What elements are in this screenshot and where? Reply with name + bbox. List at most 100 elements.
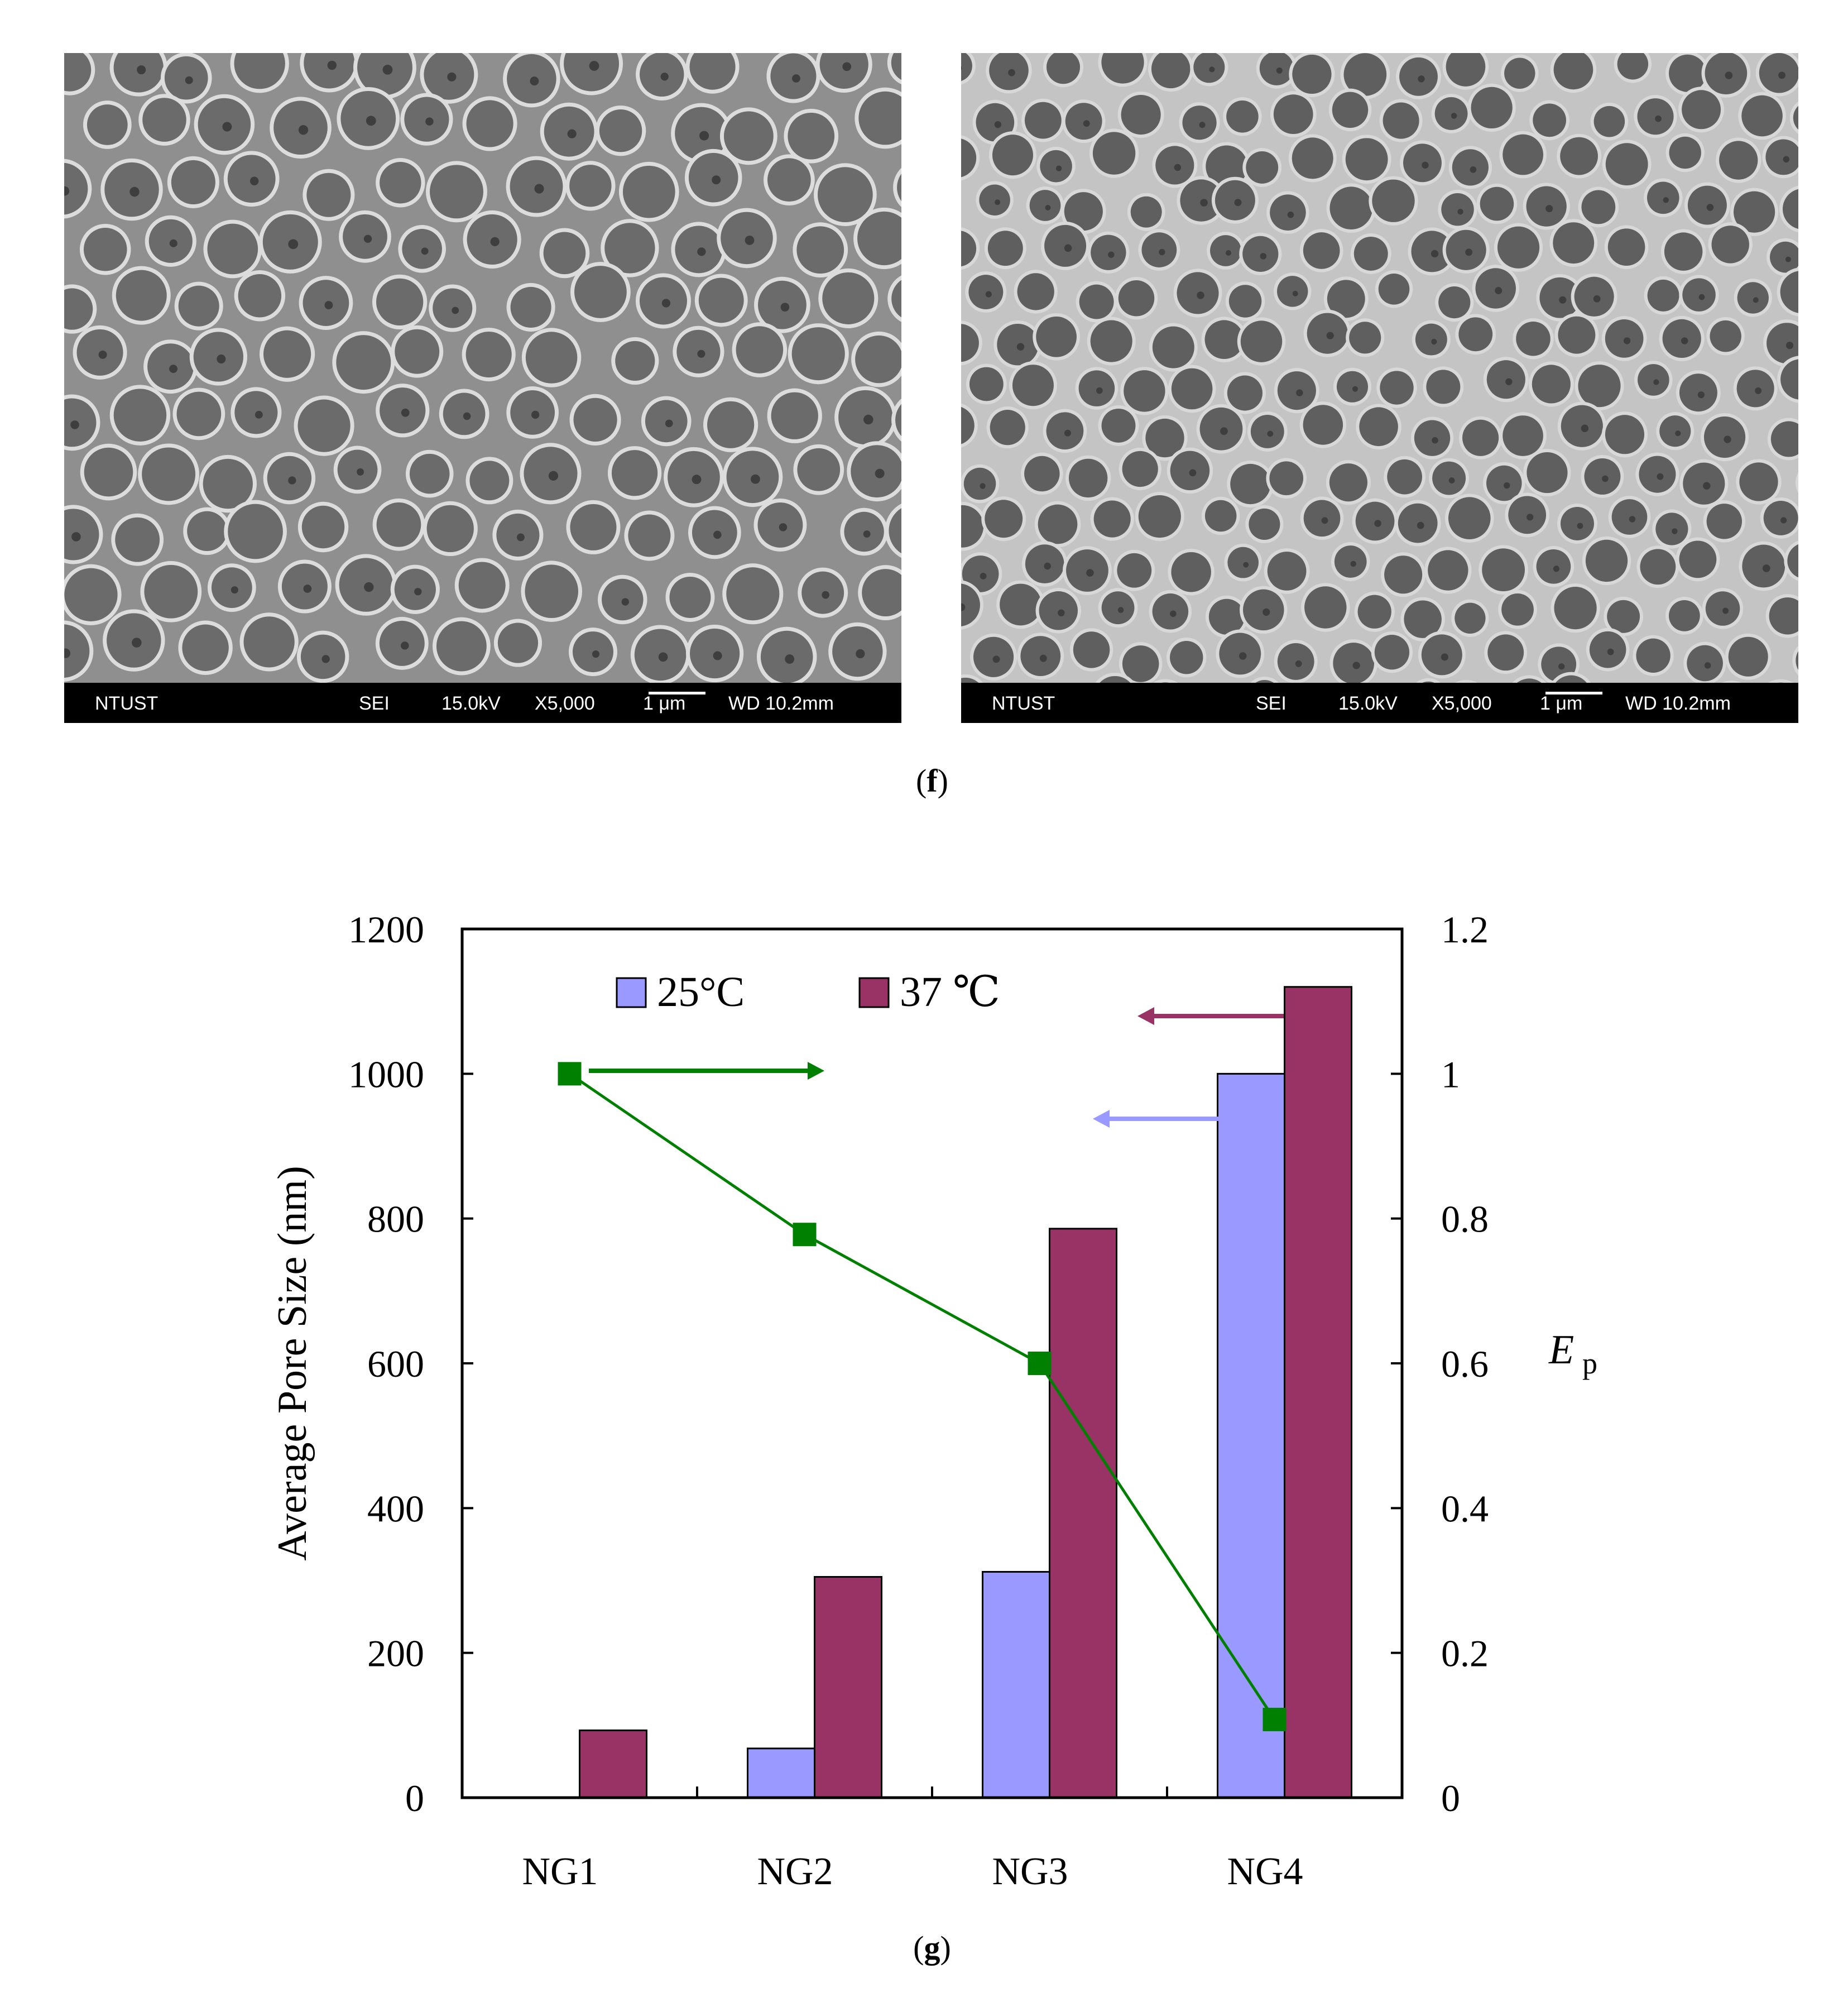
pore-hole (994, 121, 1002, 128)
pore (1434, 97, 1468, 130)
sem-image-left: NTUST SEI 15.0kV X5,000 1 μm WD 10.2mm (64, 53, 901, 723)
pore-hole (1602, 475, 1609, 482)
pore (1073, 631, 1110, 668)
pore-rim (1721, 681, 1741, 683)
pore (862, 569, 901, 617)
pore (1204, 320, 1244, 360)
pore (1503, 134, 1544, 175)
pore-hole (697, 349, 705, 358)
pore (1079, 284, 1114, 319)
pore (1303, 232, 1340, 269)
pore-hole (1225, 250, 1231, 256)
pore (395, 329, 440, 374)
pore (1605, 319, 1644, 358)
pore-hole (1577, 523, 1583, 529)
pore (1304, 586, 1347, 629)
pore (228, 504, 283, 559)
pore (1763, 500, 1798, 535)
pore (543, 232, 586, 275)
pore (1637, 98, 1674, 135)
pore (1378, 273, 1410, 305)
pore-rim (1250, 676, 1279, 683)
pore (1497, 226, 1540, 269)
pore-hole (217, 354, 226, 364)
pore-hole (98, 350, 107, 359)
sem-scale: 1 μm (1540, 693, 1583, 714)
pore-hole (1457, 208, 1463, 215)
pore (767, 158, 811, 202)
pore (304, 53, 355, 89)
ep-point-ng3 (1028, 1352, 1052, 1375)
pore (433, 288, 473, 328)
pore-hole (516, 533, 525, 542)
pore (1517, 678, 1542, 683)
pore (1332, 92, 1369, 128)
pore (357, 53, 412, 95)
pore (376, 278, 424, 326)
x-tick-label-ng4: NG4 (1227, 1850, 1303, 1893)
y2-tick-label: 0.4 (1441, 1487, 1489, 1530)
pore (1246, 151, 1279, 184)
y-tick-label: 800 (367, 1198, 424, 1241)
pore-hole (961, 66, 962, 70)
pore (895, 404, 901, 437)
pore (64, 509, 99, 561)
pore-hole (1657, 473, 1664, 480)
pore (891, 53, 901, 80)
pore (1508, 496, 1547, 534)
pore (573, 397, 617, 442)
pore (1130, 196, 1162, 228)
pore (1532, 365, 1571, 404)
pore-hole (875, 468, 885, 478)
pore (203, 458, 253, 509)
pore-hole (1527, 514, 1534, 521)
pore (187, 511, 227, 552)
pore-hole (995, 199, 1001, 205)
pore (962, 555, 999, 592)
pore (1267, 552, 1307, 591)
pore-hole (357, 468, 364, 476)
ep-arrow-head (808, 1062, 824, 1080)
pore (1682, 278, 1716, 312)
panel-g-label: (g) (913, 1929, 951, 1966)
bar-25c-ng2 (747, 1747, 815, 1799)
sem-working-distance: WD 10.2mm (728, 693, 834, 714)
pore (1581, 190, 1616, 224)
pore (689, 53, 736, 90)
pore-hole (1083, 120, 1090, 127)
y2-tick-label: 0 (1441, 1777, 1460, 1819)
pore (1093, 500, 1131, 538)
pore-hole (1663, 197, 1669, 203)
pore (817, 167, 873, 223)
pore (969, 367, 1004, 401)
pore (1100, 676, 1131, 683)
bar-25c-ng4 (1217, 1072, 1285, 1799)
pore (726, 567, 780, 621)
pore-hole (1296, 389, 1303, 396)
pore (1501, 593, 1534, 626)
sem-mode: SEI (359, 693, 390, 714)
pore (115, 517, 160, 562)
pore-hole (1655, 115, 1662, 122)
pore (1122, 451, 1158, 487)
pore (1024, 456, 1060, 492)
pore (1455, 602, 1486, 634)
pore-hole (169, 365, 177, 373)
bar-37c-ng1 (579, 1729, 647, 1799)
pore (1578, 365, 1621, 408)
pore (1025, 544, 1064, 583)
pore (497, 622, 539, 663)
pore (889, 508, 901, 554)
pore-hole (366, 116, 376, 126)
pore (1383, 102, 1419, 139)
pore-hole (1170, 610, 1177, 617)
pore (1017, 273, 1054, 310)
pore-hole (231, 586, 238, 594)
pore (234, 53, 285, 89)
pore-hole (531, 410, 540, 419)
pore-hole (980, 573, 987, 579)
pore (64, 288, 93, 330)
pore-hole (490, 237, 500, 247)
pore-hole (1703, 482, 1711, 490)
pore-hole (1704, 662, 1711, 669)
